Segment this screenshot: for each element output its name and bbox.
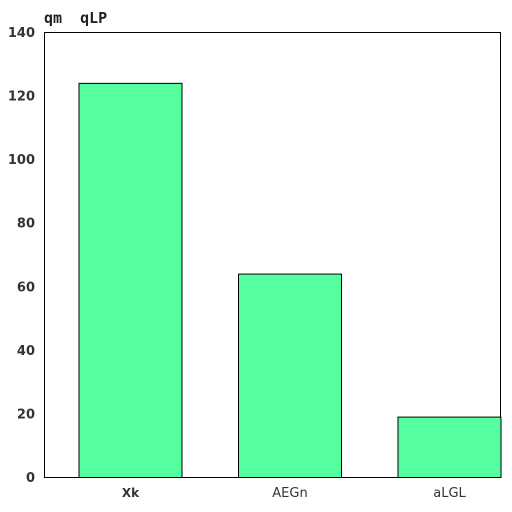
y-tick-label: 0 [26, 471, 35, 486]
x-tick-label: Xk [122, 486, 140, 500]
chart-title: qm qLP [44, 9, 107, 27]
y-tick-label: 40 [17, 344, 35, 359]
bars [78, 82, 502, 479]
x-tick-label: AEGn [272, 486, 307, 501]
bar-algl [397, 416, 502, 479]
bar-aegn [238, 273, 342, 479]
y-tick-label: 120 [8, 90, 35, 105]
y-tick-label: 140 [8, 26, 35, 41]
y-axis: 0 20 40 60 80 100 120 140 [8, 26, 35, 486]
x-tick-label: aLGL [433, 486, 466, 501]
y-tick-label: 60 [17, 280, 35, 295]
y-tick-label: 20 [17, 407, 35, 422]
y-tick-label: 80 [17, 217, 35, 232]
y-tick-label: 100 [8, 153, 35, 168]
x-axis: Xk AEGn aLGL [122, 486, 467, 501]
bar-xk [78, 82, 183, 478]
